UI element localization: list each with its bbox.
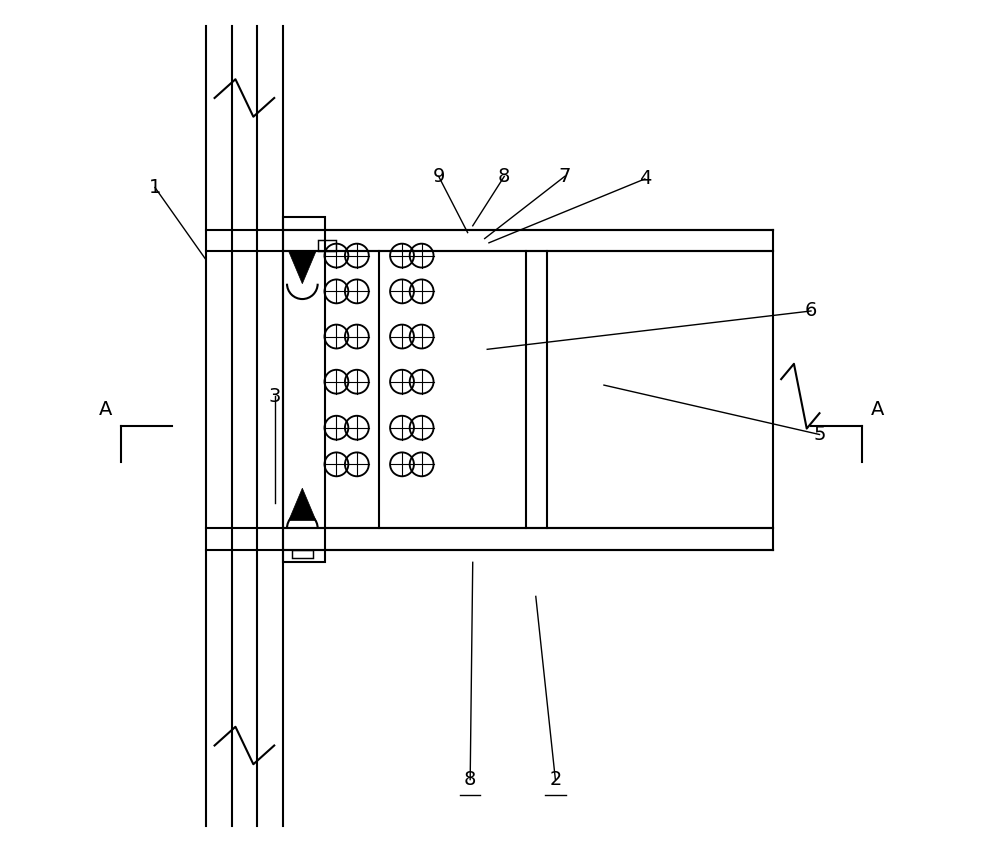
Polygon shape xyxy=(289,488,316,521)
Text: 4: 4 xyxy=(639,170,651,188)
Text: 9: 9 xyxy=(432,167,445,186)
Bar xyxy=(292,550,313,558)
Bar xyxy=(283,217,325,562)
Text: A: A xyxy=(871,400,884,419)
Text: A: A xyxy=(99,400,112,419)
Text: 6: 6 xyxy=(805,302,817,320)
Text: 7: 7 xyxy=(559,167,571,186)
Text: 3: 3 xyxy=(269,387,281,406)
Text: 8: 8 xyxy=(498,167,510,186)
Text: 2: 2 xyxy=(549,770,562,789)
Polygon shape xyxy=(289,251,316,284)
Text: 5: 5 xyxy=(813,425,826,444)
Bar xyxy=(318,240,336,251)
Text: 8: 8 xyxy=(464,770,476,789)
Text: 1: 1 xyxy=(149,178,161,197)
